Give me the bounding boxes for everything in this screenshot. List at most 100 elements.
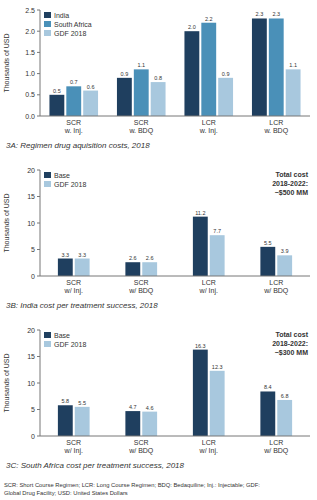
bar	[142, 262, 157, 276]
bar	[142, 412, 157, 436]
text-line: w/ BDQ	[263, 287, 289, 295]
data-label: 6.8	[281, 393, 289, 399]
legend-label: GDF 2018	[54, 341, 86, 348]
bar	[260, 247, 275, 276]
data-label: 16.3	[195, 343, 206, 349]
data-label: 0.6	[87, 84, 95, 90]
y-axis-label: Thousands of USD	[3, 353, 10, 412]
text-line: w. Inj.	[199, 127, 218, 135]
data-label: 5.5	[264, 240, 272, 246]
legend-label: South Africa	[54, 21, 92, 28]
x-tick-label: LCRw. Inj.	[199, 119, 218, 135]
x-axis	[40, 116, 310, 117]
text-line: SCR: Short Course Regimen; LCR: Long Cou…	[4, 482, 260, 488]
text-line: LCR	[202, 439, 216, 446]
y-axis	[40, 330, 41, 436]
text-line: w. BDQ	[128, 127, 153, 135]
text-line: Global Drug Facility; USD: United States…	[4, 490, 128, 496]
data-label: 0.9	[121, 71, 129, 77]
bar	[210, 371, 225, 436]
y-tick-label: 1.0	[25, 70, 35, 77]
bar	[277, 400, 292, 436]
text-line: 2018-2022:	[272, 180, 308, 187]
text-line: LCR	[202, 119, 216, 126]
data-label: 1.1	[289, 62, 297, 68]
text-line: LCR	[202, 279, 216, 286]
figure: 0.00.51.01.52.02.5Thousands of USD0.50.9…	[0, 0, 317, 500]
y-tick-label: 2.5	[25, 7, 35, 14]
data-label: 2.6	[129, 255, 137, 261]
y-tick-label: 0	[31, 433, 35, 440]
bar	[58, 405, 73, 436]
text-line: SCR	[134, 439, 149, 446]
y-tick-label: 2.0	[25, 28, 35, 35]
y-tick-label: 5	[31, 246, 35, 253]
bar	[83, 91, 98, 116]
bar	[252, 18, 267, 116]
data-label: 2.2	[205, 16, 213, 22]
bar	[260, 391, 275, 436]
bar	[117, 78, 132, 116]
legend: BaseGDF 2018	[44, 172, 86, 188]
bar	[66, 86, 81, 116]
bar	[193, 350, 208, 436]
y-axis-label: Thousands of USD	[3, 193, 10, 252]
text-line: w/ BDQ	[128, 287, 154, 295]
y-axis-label: Thousands of USD	[3, 33, 10, 92]
text-line: SCR	[134, 119, 149, 126]
bar	[151, 82, 166, 116]
bars	[49, 18, 300, 116]
data-label: 2.6	[146, 255, 154, 261]
legend-label: India	[54, 12, 69, 19]
data-label: 7.7	[213, 228, 221, 234]
bar	[49, 95, 64, 116]
y-tick-label: 10	[27, 380, 35, 387]
text-line: ~$500 MM	[275, 189, 308, 197]
legend-label: Base	[54, 172, 70, 179]
legend: India South Africa GDF 2018	[44, 12, 92, 37]
chart-title: 3B: India cost per treatment success, 20…	[6, 301, 158, 310]
y-tick-label: 15	[27, 353, 35, 360]
bar	[58, 259, 73, 276]
legend-swatch	[44, 30, 51, 36]
data-labels: 3.32.611.25.53.32.67.73.9	[61, 210, 288, 262]
y-tick-label: 0.5	[25, 91, 35, 98]
text-line: Total cost	[275, 171, 308, 178]
data-label: 3.3	[78, 252, 86, 258]
text-line: w/ Inj.	[199, 447, 218, 455]
text-line: w. BDQ	[263, 127, 288, 135]
x-tick-label: SCRw/ Inj.	[64, 279, 83, 295]
text-line: 2018-2022:	[272, 340, 308, 347]
data-label: 2.3	[256, 11, 264, 17]
chart: 0.00.51.01.52.02.5Thousands of USD0.50.9…	[3, 7, 310, 151]
bars	[58, 217, 292, 276]
x-tick-label: LCRw/ Inj.	[199, 279, 218, 295]
data-label: 5.5	[78, 400, 86, 406]
y-tick-label: 5	[31, 406, 35, 413]
x-tick-label: SCRw. Inj.	[64, 119, 83, 135]
legend-swatch	[44, 172, 51, 178]
text-line: w/ BDQ	[263, 447, 289, 455]
text-line: w/ Inj.	[199, 287, 218, 295]
legend-swatch	[44, 332, 51, 338]
x-tick-label: SCRw/ BDQ	[128, 279, 154, 295]
y-tick-label: 20	[27, 167, 35, 174]
text-line: w. Inj.	[64, 127, 83, 135]
bar	[210, 235, 225, 276]
data-label: 0.8	[154, 75, 162, 81]
data-label: 11.2	[195, 210, 205, 216]
bar	[201, 23, 216, 116]
y-tick-label: 0.0	[25, 113, 35, 120]
data-label: 1.1	[137, 62, 145, 68]
y-axis	[40, 170, 41, 276]
x-tick-label: LCRw/ Inj.	[199, 439, 218, 455]
bar	[269, 18, 284, 116]
legend-label: GDF 2018	[54, 30, 86, 37]
x-tick-label: LCRw/ BDQ	[263, 439, 289, 455]
legend-swatch	[44, 12, 51, 18]
data-label: 12.3	[212, 364, 223, 370]
bar	[134, 69, 149, 116]
text-line: LCR	[269, 279, 283, 286]
y-tick-label: 15	[27, 193, 35, 200]
data-label: 2.0	[188, 24, 196, 30]
